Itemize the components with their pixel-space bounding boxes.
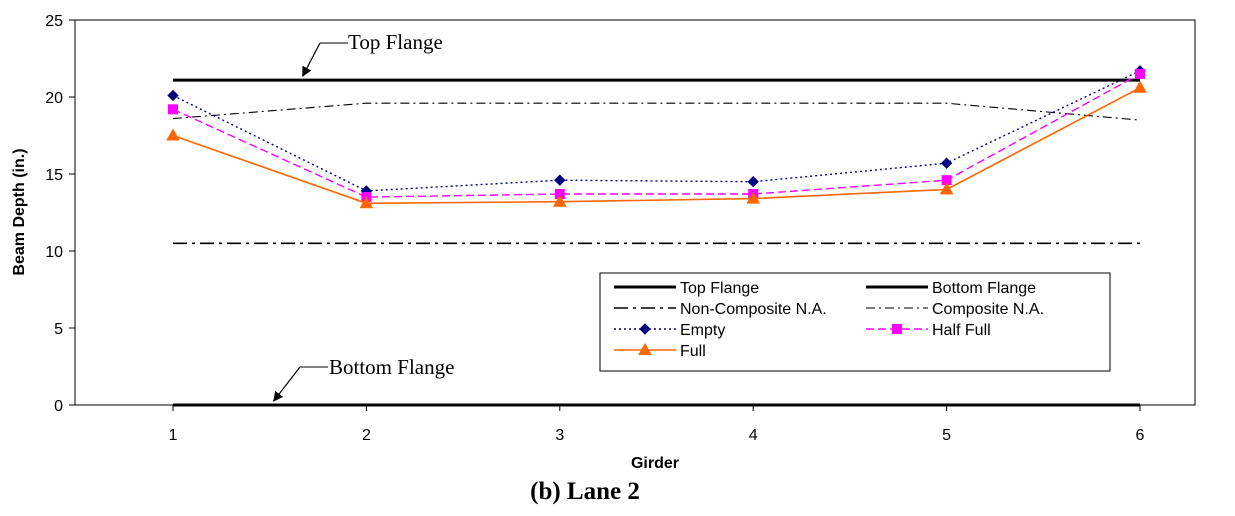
data-point-full [1133, 80, 1147, 93]
y-tick-label: 20 [45, 90, 63, 107]
data-point-empty [940, 157, 953, 169]
annotation-label: Bottom Flange [329, 355, 454, 379]
x-tick-label: 3 [555, 427, 564, 444]
legend-label-composite-n-a: Composite N.A. [932, 301, 1044, 318]
legend-marker-full [638, 342, 652, 355]
x-tick-label: 4 [749, 427, 758, 444]
data-point-empty [554, 174, 566, 186]
data-point-full [359, 196, 374, 209]
y-tick-label: 0 [54, 398, 63, 415]
figure-caption: (b) Lane 2 [530, 478, 640, 505]
legend-label-bottom-flange: Bottom Flange [932, 280, 1036, 297]
legend-label-half-full: Half Full [932, 322, 991, 339]
legend: Top Flange Bottom Flange Non-Composite N.A… [599, 272, 1111, 372]
annotation-label: Top Flange [348, 30, 443, 54]
legend-marker-empty [639, 323, 651, 335]
data-point-empty [747, 175, 759, 188]
y-tick-label: 15 [45, 167, 63, 184]
series-lines [166, 65, 1147, 407]
data-point-full [166, 128, 180, 141]
y-tick-label: 10 [45, 244, 63, 261]
legend-box [599, 272, 1111, 372]
series-line-composite-n-a [172, 102, 1141, 121]
legend-label-full: Full [680, 343, 706, 360]
data-point-full [746, 191, 761, 204]
annotation-arrow [273, 366, 301, 402]
x-tick-label: 5 [942, 427, 951, 444]
legend-marker-half-full [892, 324, 902, 334]
x-tick-label: 1 [169, 427, 178, 444]
data-point-half-full [1135, 68, 1145, 79]
data-point-full [939, 182, 954, 195]
series-line-half-full [172, 73, 1141, 198]
series-empty [167, 65, 1146, 197]
series-line-empty [172, 70, 1141, 192]
x-tick-label: 6 [1136, 427, 1145, 444]
x-tick-label: 2 [362, 427, 371, 444]
series-line-full [172, 87, 1141, 205]
annotations: Top Flange Bottom Flange [273, 30, 454, 402]
axes: 0 5 10 15 20 25 1 2 3 4 5 6 [45, 13, 1144, 444]
series-full [166, 80, 1147, 209]
x-axis-title: Girder [631, 455, 679, 472]
data-point-half-full [168, 104, 178, 115]
data-point-empty [167, 89, 179, 102]
data-point-full [552, 194, 567, 207]
y-tick-label: 25 [45, 13, 63, 30]
annotation-arrow [302, 42, 321, 77]
legend-label-top-flange: Top Flange [680, 280, 759, 297]
legend-label-empty: Empty [680, 322, 725, 339]
series-composite-n-a [172, 102, 1141, 121]
legend-label-non-composite-n-a: Non-Composite N.A. [680, 301, 827, 318]
y-tick-label: 5 [54, 321, 63, 338]
y-axis-title: Beam Depth (in.) [11, 148, 28, 275]
